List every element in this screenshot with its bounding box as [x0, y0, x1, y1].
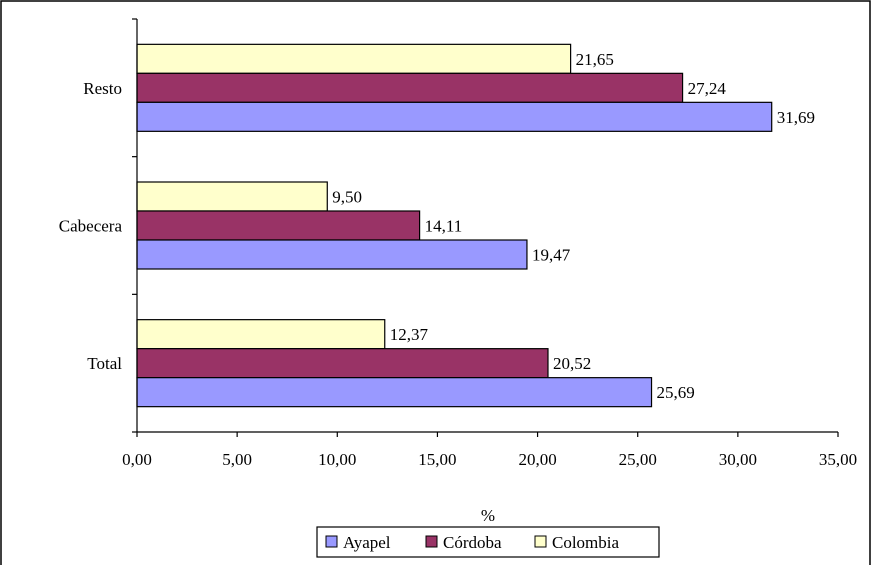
x-tick-label: 10,00	[318, 450, 356, 469]
bar-ayapel-cabecera	[136, 239, 528, 270]
bar-cordoba-cabecera	[136, 210, 421, 241]
data-label-ayapel-total: 25,69	[657, 383, 695, 402]
data-label-colombia-total: 12,37	[390, 325, 429, 344]
category-label-total: Total	[87, 354, 122, 373]
legend-swatch-colombia	[534, 535, 547, 548]
x-tick-label: 35,00	[819, 450, 857, 469]
bar-cordoba-resto	[136, 72, 684, 103]
data-label-ayapel-resto: 31,69	[777, 108, 815, 127]
bar-ayapel-resto	[136, 101, 773, 132]
x-tick-label: 25,00	[619, 450, 657, 469]
x-tick-label: 30,00	[719, 450, 757, 469]
legend: Ayapel Córdoba Colombia	[316, 526, 660, 558]
data-label-colombia-cabecera: 9,50	[332, 188, 362, 207]
bar-colombia-resto	[136, 43, 572, 74]
data-label-colombia-resto: 21,65	[576, 50, 614, 69]
bar-colombia-total	[136, 319, 386, 350]
bar-colombia-cabecera	[136, 181, 328, 212]
data-label-cordoba-cabecera: 14,11	[425, 217, 463, 236]
legend-swatch-cordoba	[425, 535, 438, 548]
legend-label-colombia: Colombia	[552, 533, 620, 552]
category-label-cabecera: Cabecera	[59, 217, 123, 236]
data-label-cordoba-total: 20,52	[553, 354, 591, 373]
x-axis-label: %	[481, 506, 495, 525]
legend-box	[316, 526, 660, 558]
bar-cordoba-total	[136, 348, 549, 379]
data-label-cordoba-resto: 27,24	[688, 79, 727, 98]
x-tick-label: 20,00	[518, 450, 556, 469]
legend-label-cordoba: Córdoba	[443, 533, 502, 552]
legend-swatch-ayapel	[325, 535, 338, 548]
legend-label-ayapel: Ayapel	[343, 533, 391, 552]
bar-ayapel-total	[136, 377, 653, 408]
x-tick-label: 15,00	[418, 450, 456, 469]
data-label-ayapel-cabecera: 19,47	[532, 246, 571, 265]
x-tick-label: 0,00	[122, 450, 152, 469]
category-label-resto: Resto	[83, 79, 122, 98]
x-tick-label: 5,00	[222, 450, 252, 469]
